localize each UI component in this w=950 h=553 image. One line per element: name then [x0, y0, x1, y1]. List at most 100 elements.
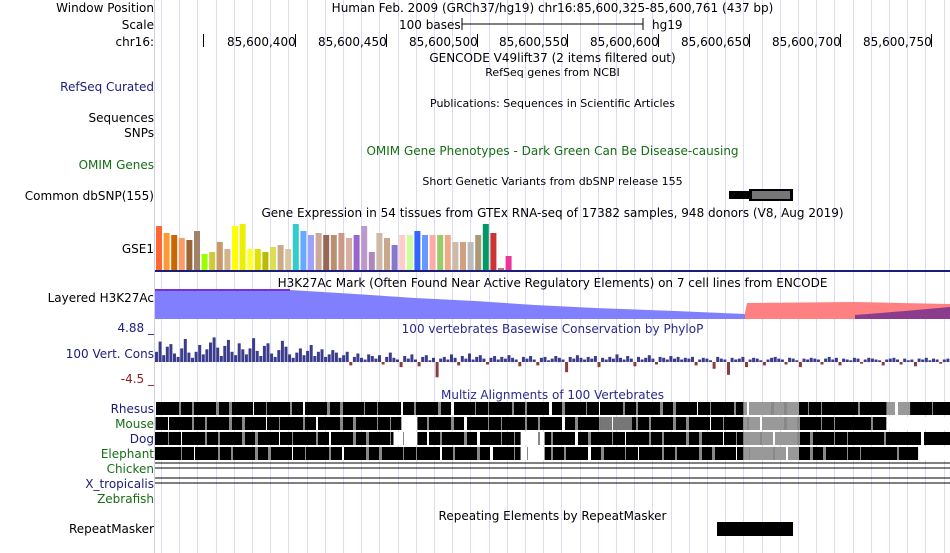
dbsnp-track-label[interactable]: Common dbSNP(155)	[24, 189, 154, 203]
gtex-bar	[490, 233, 497, 270]
multiz-gap	[612, 417, 613, 430]
multiz-gap	[512, 402, 514, 415]
cons-bar	[748, 359, 752, 362]
cons-bar	[241, 349, 245, 363]
multiz-gap	[477, 447, 480, 460]
multiz-gap	[662, 432, 664, 445]
h3k27ac-signal[interactable]	[155, 289, 950, 321]
h3k27ac-layer-blue	[155, 290, 950, 319]
multiz-gap	[290, 402, 292, 415]
cons-bar	[924, 357, 928, 363]
cons-bar	[899, 362, 903, 365]
multiz-gap	[168, 432, 169, 445]
gtex-bar-chart[interactable]	[155, 222, 535, 270]
multiz-gap	[181, 432, 182, 445]
species-label-rhesus[interactable]: Rhesus	[110, 402, 154, 416]
gtex-bar	[292, 224, 299, 270]
multiz-gap	[268, 447, 271, 460]
gtex-bar	[361, 226, 368, 270]
h3k27ac-layer-overlap	[855, 307, 950, 319]
cons-bar	[626, 356, 630, 362]
cons-bar	[903, 358, 907, 362]
cons-bar	[345, 351, 349, 362]
ruler-tick-label: 85,600,650	[681, 35, 750, 49]
cons-bar	[468, 353, 471, 362]
cons-bar	[486, 362, 489, 365]
species-label-xtropicalis[interactable]: X_tropicalis	[85, 477, 154, 491]
species-label-zebrafish[interactable]: Zebrafish	[97, 492, 154, 506]
omim-track-label[interactable]: OMIM Genes	[78, 158, 154, 172]
refseq-track-label[interactable]: RefSeq Curated	[60, 80, 154, 94]
multiz-gap	[303, 417, 305, 430]
cons-track-label[interactable]: 100 Vert. Cons	[65, 347, 154, 361]
conservation-plot[interactable]	[155, 320, 950, 390]
cons-bar	[259, 356, 263, 362]
multiz-gap	[551, 447, 553, 460]
multiz-gap	[636, 417, 638, 430]
cons-bar	[324, 356, 328, 362]
cons-bar	[349, 362, 353, 366]
multiz-gap	[734, 402, 736, 415]
species-label-elephant[interactable]: Elephant	[100, 447, 154, 461]
multiz-gap	[464, 417, 467, 430]
ruler-tick	[931, 34, 932, 47]
gse1-track-label[interactable]: GSE1	[121, 242, 154, 256]
multiz-gap	[858, 402, 860, 415]
gtex-bar	[300, 231, 307, 270]
multiz-gap	[723, 432, 724, 445]
multiz-gap	[612, 432, 613, 445]
cons-bar	[201, 354, 205, 363]
multiz-gap	[564, 447, 566, 460]
repeatmasker-feature[interactable]	[717, 522, 793, 536]
multiz-gap	[660, 402, 663, 415]
cons-bar	[716, 356, 720, 362]
multiz-gap	[934, 447, 937, 460]
h3k27ac-track-label[interactable]: Layered H3K27Ac	[47, 291, 154, 305]
species-label-mouse[interactable]: Mouse	[115, 417, 154, 431]
grid-line	[197, 0, 198, 553]
cons-bar	[791, 358, 795, 362]
species-label-dog[interactable]: Dog	[129, 432, 154, 446]
multiz-gap	[366, 447, 369, 460]
cons-bar	[187, 352, 191, 362]
multiz-gap	[823, 447, 826, 460]
sequences-track-label[interactable]: Sequences	[88, 111, 154, 125]
cons-bar	[550, 358, 554, 362]
multiz-gap	[773, 447, 775, 460]
gtex-bar	[368, 252, 375, 270]
cons-bar	[334, 352, 338, 362]
gtex-bar	[399, 235, 406, 270]
gtex-bar	[482, 224, 489, 270]
multiz-gap	[229, 417, 232, 430]
gtex-bar	[437, 235, 444, 270]
gtex-bar	[254, 249, 261, 270]
multiz-gap	[538, 417, 540, 430]
multiz-gap	[710, 417, 711, 430]
cons-bar	[766, 359, 770, 362]
multiz-gap	[340, 417, 343, 430]
cons-max-label: 4.88 _	[117, 321, 154, 335]
cons-bar	[896, 359, 899, 362]
snps-track-label[interactable]: SNPs	[124, 126, 154, 140]
multiz-gap	[525, 402, 527, 415]
species-label-chicken[interactable]: Chicken	[106, 462, 154, 476]
cons-bar	[565, 362, 569, 373]
cons-bar	[496, 359, 500, 362]
multiz-gap	[490, 447, 493, 460]
multiz-gap	[231, 447, 233, 460]
ruler-tick-label: 85,600,450	[318, 35, 387, 49]
multiz-alignments[interactable]	[155, 401, 950, 506]
gtex-bar	[201, 254, 208, 270]
grid-line	[361, 0, 362, 553]
multiz-gap	[649, 432, 651, 445]
multiz-gap	[599, 417, 600, 430]
multiz-gap	[155, 402, 156, 415]
cons-bar	[270, 353, 274, 362]
dbsnp-feature[interactable]	[729, 191, 749, 199]
cons-bar	[367, 354, 371, 363]
cons-bar	[579, 357, 583, 363]
repeatmasker-track-label[interactable]: RepeatMasker	[68, 522, 154, 536]
cons-bar	[388, 352, 392, 362]
gtex-bar	[171, 235, 178, 270]
ruler-tick	[386, 34, 387, 47]
